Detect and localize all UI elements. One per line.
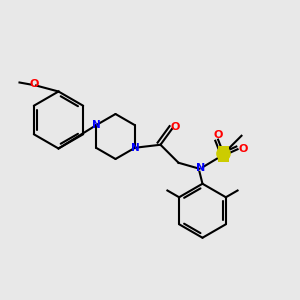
Text: N: N (196, 163, 206, 173)
Text: O: O (30, 79, 39, 89)
Text: O: O (170, 122, 180, 132)
Text: S: S (219, 147, 228, 160)
Text: S: S (218, 147, 229, 161)
Text: O: O (213, 130, 223, 140)
Text: N: N (130, 143, 140, 153)
Circle shape (217, 147, 230, 160)
Text: N: N (92, 120, 100, 130)
Text: O: O (238, 144, 248, 154)
